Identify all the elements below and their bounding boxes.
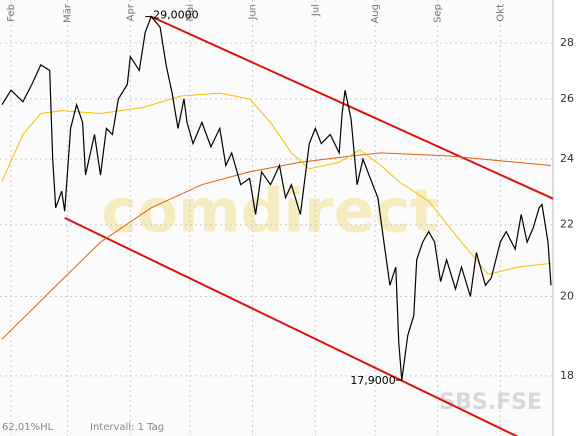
y-tick-label: 24: [560, 152, 574, 165]
x-tick-label: Mai: [185, 4, 196, 22]
x-tick-label: Feb: [6, 4, 17, 22]
footer-text: 62,01%HL: [2, 422, 54, 433]
x-tick-label: Mär: [63, 3, 74, 23]
annotation: 17,9000: [350, 374, 396, 387]
trend-line: [150, 15, 553, 200]
x-tick-label: Okt: [495, 4, 506, 22]
watermark: comdirect: [101, 177, 438, 247]
price-line: [1, 152, 552, 340]
x-tick-label: Apr: [125, 3, 136, 21]
y-tick-label: 28: [560, 36, 574, 49]
x-tick-label: Jul: [310, 4, 321, 17]
symbol: SBS.FSE: [439, 390, 542, 415]
trend-line: [64, 216, 519, 436]
footer-text: Intervall: 1 Tag: [90, 422, 164, 433]
price-line: [1, 15, 552, 381]
y-tick-label: 22: [560, 218, 574, 231]
y-tick-label: 20: [560, 290, 574, 303]
annotation: 29,0000: [153, 9, 199, 22]
y-tick-label: 18: [560, 369, 574, 382]
y-tick-label: 26: [560, 92, 574, 105]
x-tick-label: Sep: [433, 4, 444, 23]
x-tick-label: Jun: [248, 4, 259, 21]
x-tick-label: Aug: [370, 4, 381, 24]
